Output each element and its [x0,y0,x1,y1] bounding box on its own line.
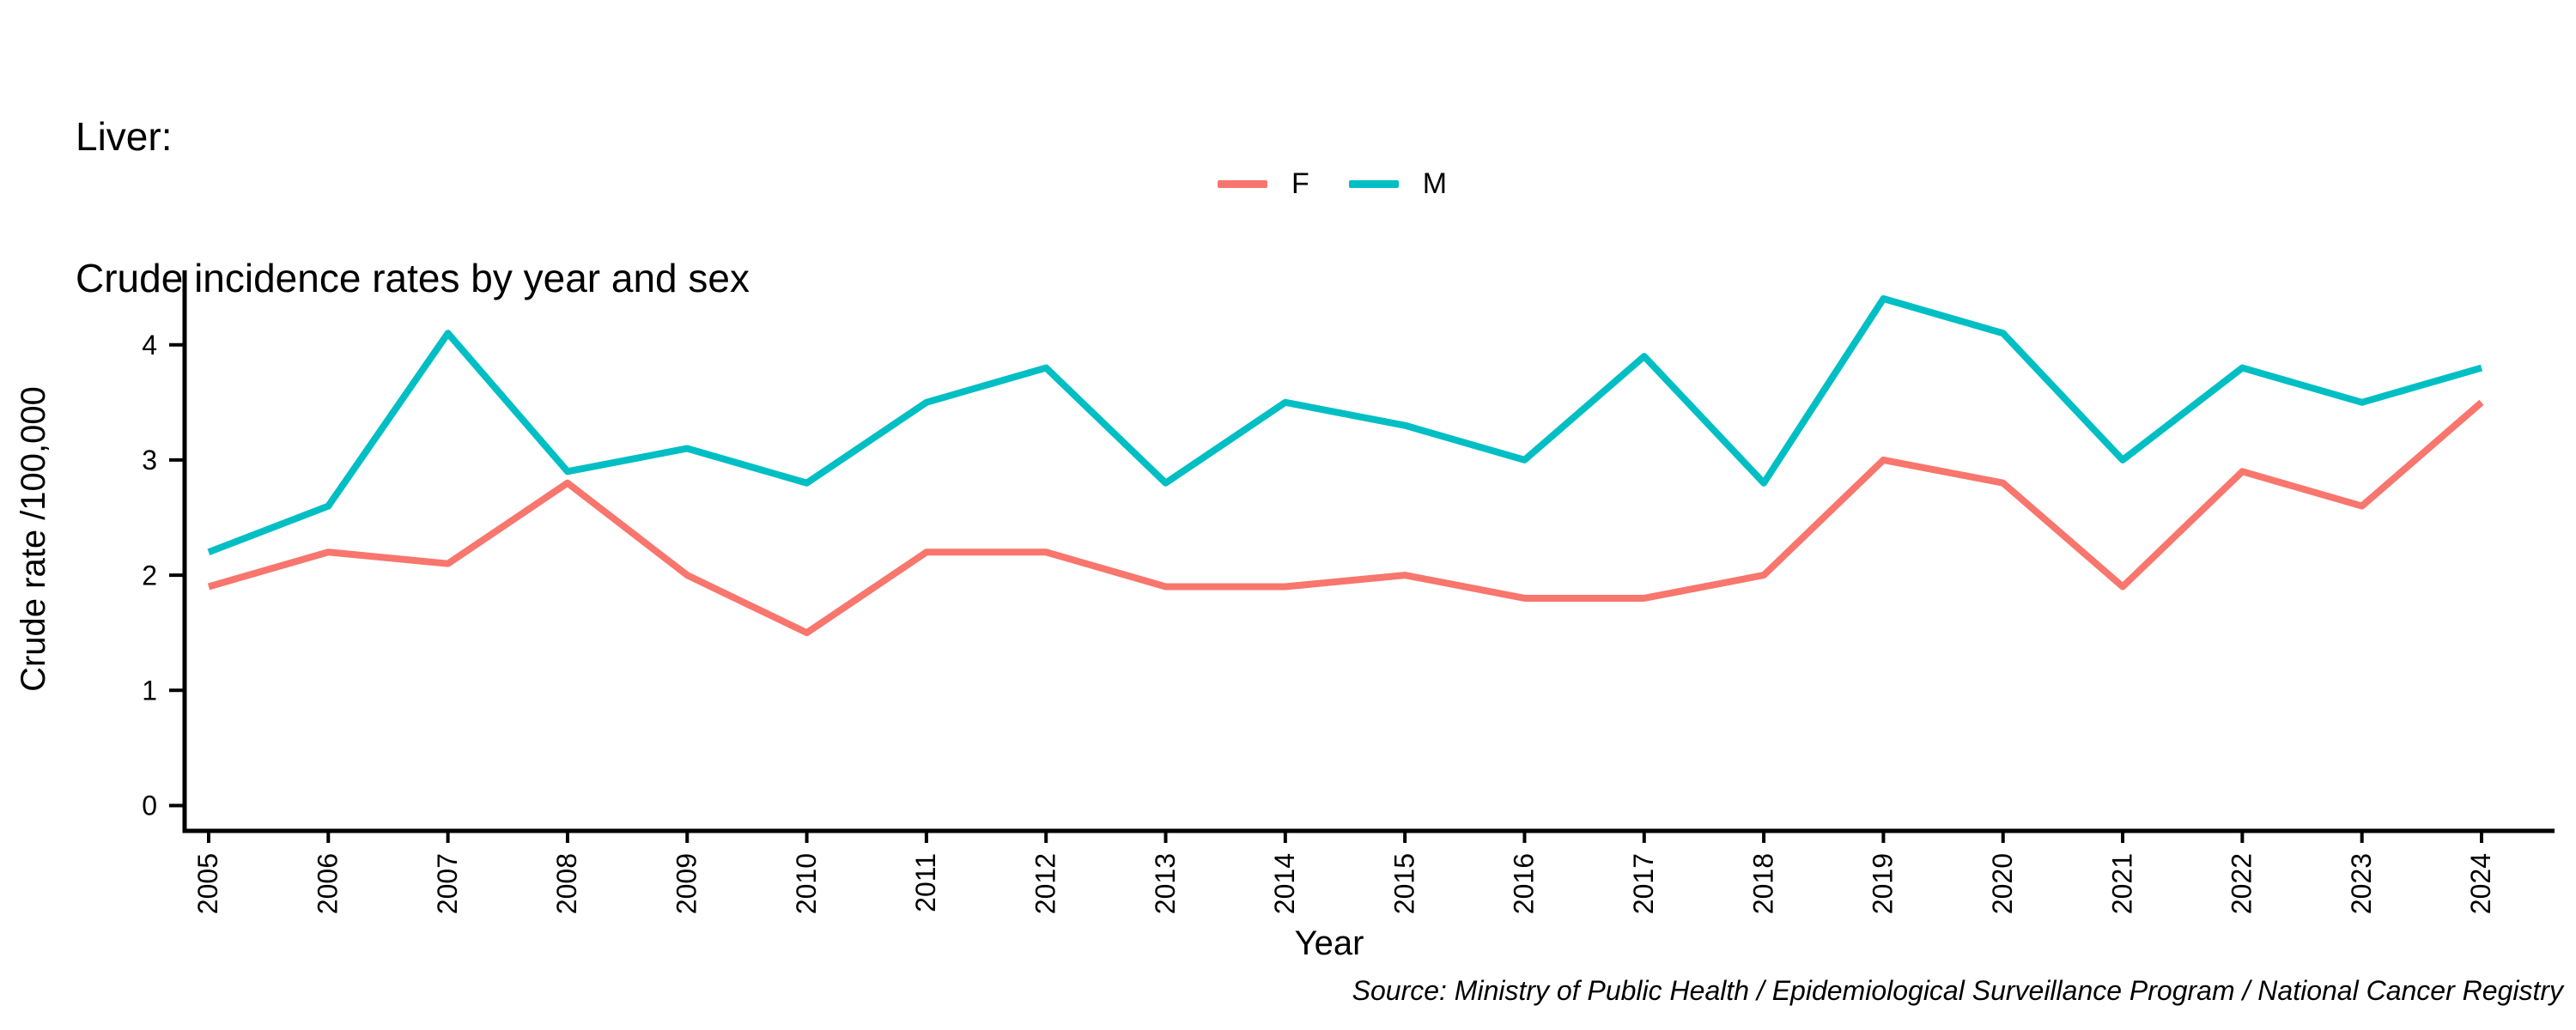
x-tick-label: 2006 [313,853,343,914]
y-tick-label: 2 [142,560,157,591]
legend-label-m: M [1422,167,1448,200]
legend-line-swatch-f [1218,179,1267,188]
plot-area: 0 1 2 3 4 2005 2006 2007 2008 2009 2010 2011 2012 201… [142,270,2555,914]
x-tick-label: 2018 [1747,853,1778,914]
x-tick-label: 2021 [2106,853,2137,914]
series-line-f [207,399,2484,637]
x-tick-label: 2012 [1030,853,1060,914]
x-tick-label: 2019 [1868,853,1899,914]
x-tick-label: 2015 [1388,853,1419,914]
legend-line-swatch-m [1348,179,1399,188]
series-line-m [207,295,2483,555]
legend: F M [1218,163,1447,204]
x-tick-label: 2011 [910,853,941,912]
x-axis-title: Year [1295,924,1364,962]
y-tick-label: 4 [142,330,157,360]
chart-title-line1: Liver: [76,114,173,159]
x-tick-label: 2013 [1150,853,1181,914]
legend-item-m: M [1348,167,1448,201]
x-tick-label: 2008 [551,853,582,914]
x-tick-label: 2017 [1628,853,1659,914]
chart-title: Liver: Crude incidence rates by year and… [76,19,750,397]
x-tick-label: 2020 [1987,853,2018,914]
x-tick-label: 2023 [2346,853,2377,914]
legend-item-f: F [1218,167,1309,201]
chart-title-line2: Crude incidence rates by year and sex [76,256,750,300]
x-tick-label: 2007 [432,853,463,914]
x-tick-label: 2014 [1269,853,1300,914]
x-tick-label: 2024 [2465,853,2496,914]
y-axis-title: Crude rate /100,000 [15,386,52,692]
x-tick-label: 2009 [671,853,702,914]
y-tick-label: 1 [142,676,157,706]
legend-label-f: F [1291,167,1309,200]
x-tick-label: 2022 [2227,853,2257,914]
x-tick-label: 2010 [791,853,822,914]
x-tick-label: 2016 [1509,853,1540,914]
x-tick-label: 2005 [192,853,223,914]
y-tick-label: 3 [142,445,157,476]
y-tick-label: 0 [142,791,157,821]
source-note: Source: Ministry of Public Health / Epid… [1352,975,2563,1006]
